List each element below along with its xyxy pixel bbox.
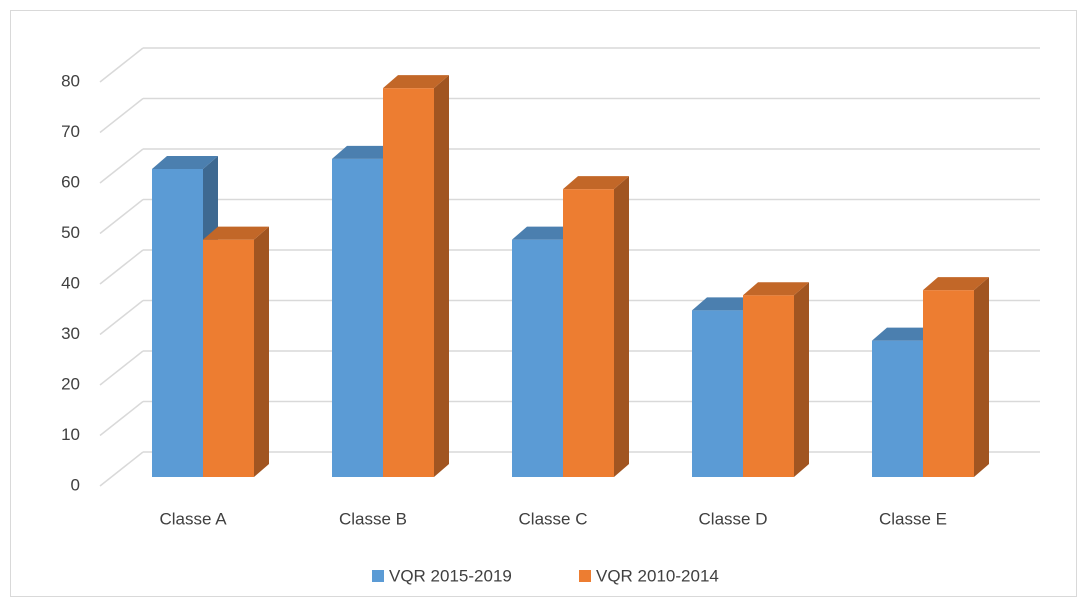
bar-front <box>332 158 383 477</box>
bar-front <box>563 189 614 477</box>
x-tick-label: Classe A <box>159 509 227 528</box>
y-tick-label: 60 <box>61 172 80 191</box>
y-tick-label: 30 <box>61 324 80 343</box>
grid-line-side <box>99 148 144 184</box>
x-tick-label: Classe B <box>339 509 407 528</box>
bar-top <box>383 75 449 89</box>
grid-line-side <box>99 249 144 285</box>
bar-front <box>872 340 923 477</box>
bar-top <box>332 145 398 159</box>
bar-top <box>203 226 269 240</box>
grid-line-side <box>99 299 144 336</box>
bar-side <box>434 75 449 478</box>
bar-top <box>743 282 809 296</box>
bar-front <box>383 88 434 478</box>
legend-label: VQR 2015-2019 <box>389 566 512 585</box>
y-tick-label: 80 <box>61 71 80 90</box>
bar-side <box>254 226 269 477</box>
bar-front <box>203 239 254 477</box>
bar-side <box>794 282 809 477</box>
bar-front <box>512 239 563 477</box>
bar-front <box>923 290 974 477</box>
y-tick-label: 50 <box>61 223 80 242</box>
bar-top <box>923 277 989 291</box>
bar-side <box>974 277 989 477</box>
legend-swatch <box>579 570 591 582</box>
y-tick-label: 20 <box>61 374 80 393</box>
grid-line-side <box>99 198 144 235</box>
x-tick-label: Classe C <box>519 509 588 528</box>
bar-front <box>692 310 743 477</box>
grid-line-side <box>99 350 144 386</box>
x-tick-label: Classe D <box>699 509 768 528</box>
bar-top <box>692 297 758 311</box>
legend-label: VQR 2010-2014 <box>596 566 719 585</box>
y-tick-label: 40 <box>61 273 80 292</box>
bar-top <box>152 155 218 169</box>
grid-line-side <box>99 47 144 83</box>
bar-front <box>743 295 794 477</box>
y-tick-label: 70 <box>61 122 80 141</box>
x-tick-label: Classe E <box>879 509 947 528</box>
grid-line-side <box>99 97 144 134</box>
grid-line-side <box>99 400 144 437</box>
legend-swatch <box>372 570 384 582</box>
bar-top <box>872 327 938 341</box>
grid-line-side <box>99 451 144 487</box>
y-tick-label: 0 <box>71 475 80 494</box>
bar-top <box>512 226 578 240</box>
y-tick-label: 10 <box>61 425 80 444</box>
bar-top <box>563 176 629 190</box>
bar-front <box>152 168 203 477</box>
bar-side <box>614 176 629 477</box>
